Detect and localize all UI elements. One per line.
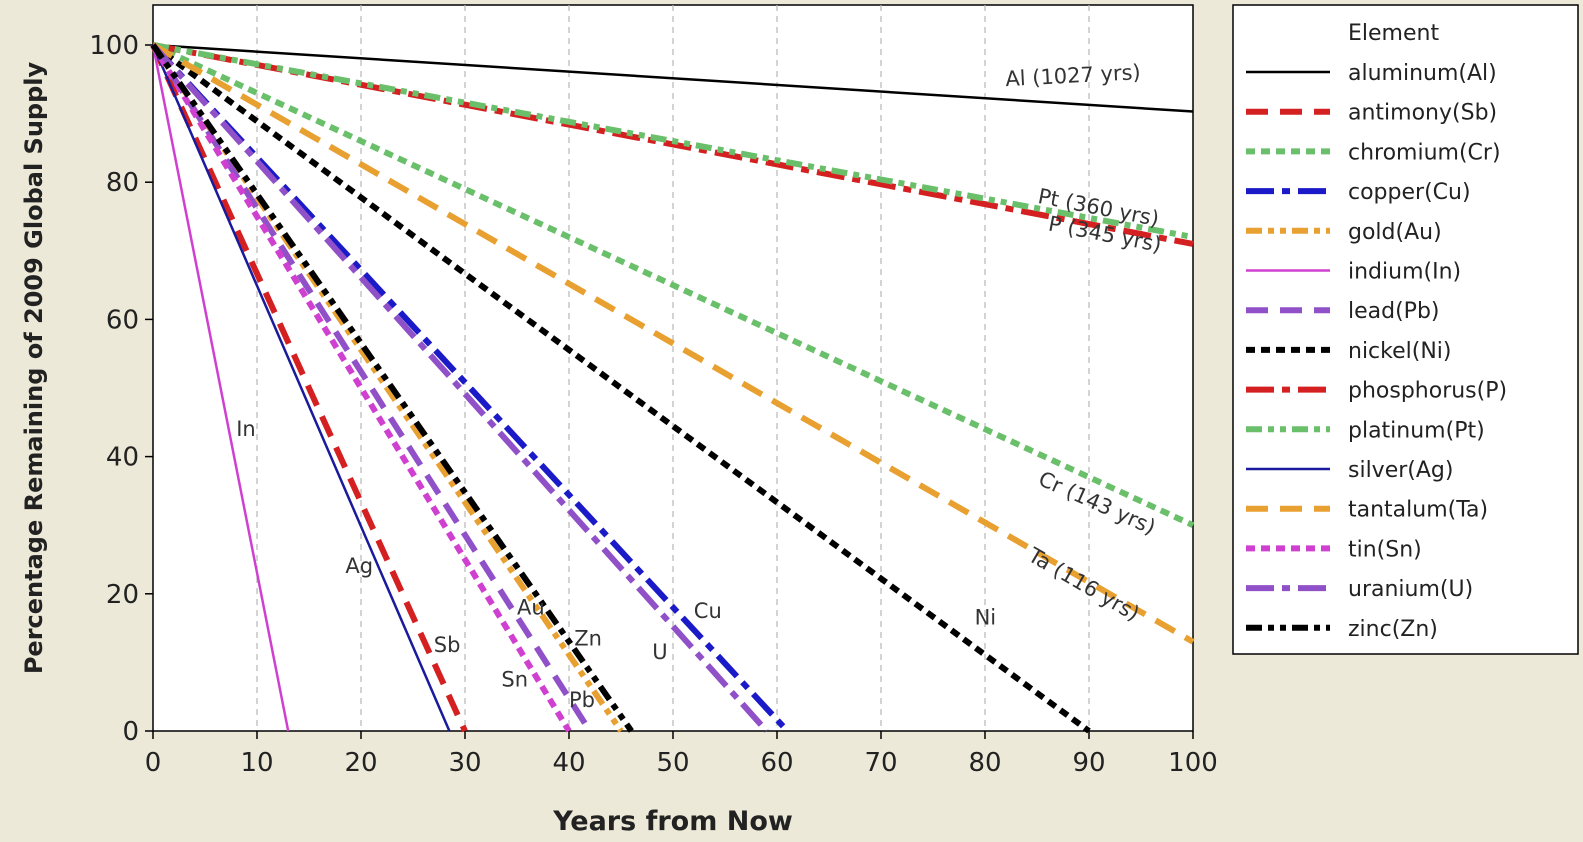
legend-label: antimony(Sb) <box>1348 101 1497 126</box>
legend-label: nickel(Ni) <box>1348 339 1452 364</box>
y-tick-label: 20 <box>106 580 139 610</box>
y-tick-label: 60 <box>106 305 139 335</box>
legend-label: indium(In) <box>1348 260 1461 285</box>
x-tick-label: 20 <box>344 748 377 778</box>
x-axis-title: Years from Now <box>552 806 793 837</box>
x-tick-label: 70 <box>864 748 897 778</box>
y-tick-label: 40 <box>106 443 139 473</box>
y-tick-label: 0 <box>122 717 139 747</box>
legend-label: tantalum(Ta) <box>1348 498 1488 523</box>
y-axis: 0 20 40 60 80 100 <box>89 31 153 747</box>
annotation-label: Pb <box>569 688 595 712</box>
legend-label: zinc(Zn) <box>1348 617 1438 642</box>
x-tick-label: 100 <box>1168 748 1218 778</box>
annotation-label: Zn <box>574 626 602 650</box>
y-tick-label: 100 <box>89 31 139 61</box>
x-axis: 0 10 20 30 40 50 60 70 80 90 100 <box>145 731 1218 778</box>
x-tick-label: 0 <box>145 748 162 778</box>
annotation-label: Ni <box>975 606 997 630</box>
x-tick-label: 60 <box>760 748 793 778</box>
annotation-label: Sn <box>501 667 528 691</box>
x-tick-label: 80 <box>968 748 1001 778</box>
y-tick-label: 80 <box>106 168 139 198</box>
x-tick-label: 90 <box>1072 748 1105 778</box>
annotation-label: In <box>236 417 256 441</box>
legend-label: copper(Cu) <box>1348 180 1471 205</box>
annotation-label: Cu <box>694 599 722 623</box>
x-tick-label: 10 <box>240 748 273 778</box>
y-axis-title: Percentage Remaining of 2009 Global Supp… <box>20 61 48 674</box>
legend-label: gold(Au) <box>1348 220 1442 245</box>
legend-label: silver(Ag) <box>1348 458 1453 483</box>
legend: Element aluminum(Al) antimony(Sb) chromium… <box>1233 5 1578 654</box>
legend-label: aluminum(Al) <box>1348 61 1497 86</box>
annotation-label: Au <box>517 595 545 619</box>
x-tick-label: 30 <box>448 748 481 778</box>
annotation-label: U <box>652 640 667 664</box>
annotation-label: Ag <box>345 554 373 578</box>
legend-label: tin(Sn) <box>1348 537 1422 562</box>
x-tick-label: 50 <box>656 748 689 778</box>
legend-title: Element <box>1348 21 1439 46</box>
legend-label: chromium(Cr) <box>1348 140 1501 165</box>
legend-label: platinum(Pt) <box>1348 418 1485 443</box>
legend-label: uranium(U) <box>1348 577 1473 602</box>
annotation-label: Sb <box>434 633 461 657</box>
legend-label: lead(Pb) <box>1348 299 1440 324</box>
legend-label: phosphorus(P) <box>1348 379 1507 404</box>
x-tick-label: 40 <box>552 748 585 778</box>
